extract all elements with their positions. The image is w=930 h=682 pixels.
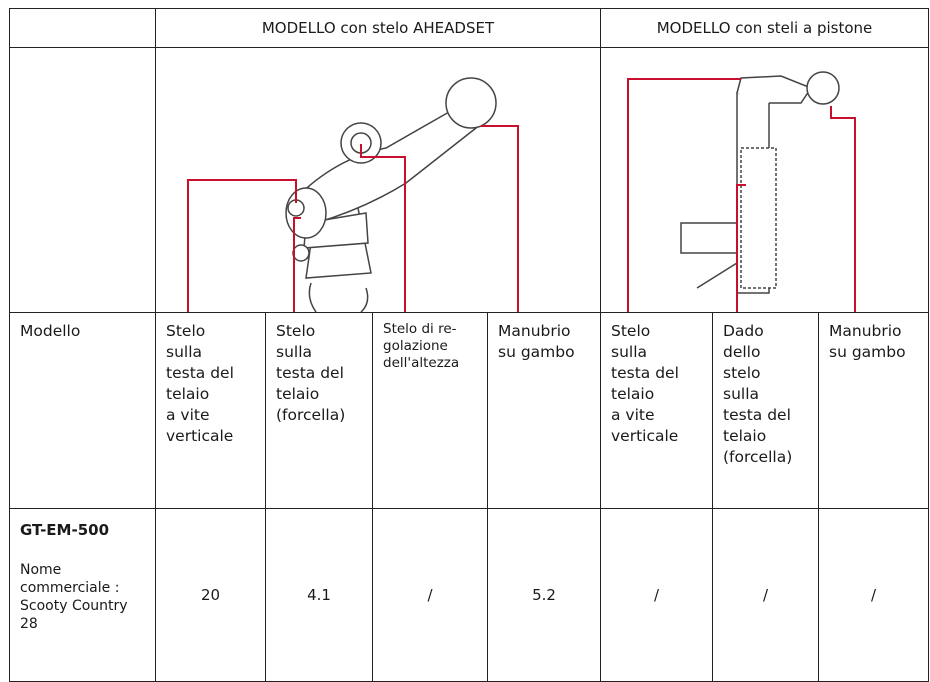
label-line: dell'altezza (383, 355, 460, 371)
label-line: Stelo (611, 322, 651, 340)
model-note-line: Scooty Country (20, 598, 128, 614)
value-cell: / (818, 508, 929, 682)
empty-cell (9, 8, 156, 48)
model-cell: GT-EM-500 Nome commerciale : Scooty Country… (9, 508, 156, 682)
value-cell: / (712, 508, 819, 682)
model-name: GT-EM-500 (20, 521, 110, 539)
label-cell: Dado dello stelo sulla testa del telaio (force… (712, 312, 819, 509)
value-cell: 4.1 (265, 508, 373, 682)
image-cell (600, 47, 929, 313)
label-line: Stelo di re- (383, 321, 457, 337)
label-cell: Modello (9, 312, 156, 509)
label-line: telaio (276, 385, 320, 403)
label-line: a vite (611, 406, 655, 424)
label-line: su gambo (498, 343, 575, 361)
label-line: telaio (611, 385, 655, 403)
label-line: dello (723, 343, 761, 361)
aheadset-stem-drawing (187, 77, 519, 312)
label-line: verticale (166, 427, 234, 445)
value-cell: 5.2 (487, 508, 601, 682)
label-line: testa del (723, 406, 791, 424)
quill-stem-drawing (627, 71, 856, 312)
label-line: sulla (723, 385, 760, 403)
label-line: Manubrio (829, 322, 902, 340)
header-cell: MODELLO con stelo AHEADSET (155, 8, 601, 48)
label-line: Manubrio (498, 322, 571, 340)
label-cell: Stelo sulla testa del telaio (forcella) (265, 312, 373, 509)
model-note-line: Nome (20, 562, 62, 578)
label-cell: Stelo sulla testa del telaio a vite verticale (600, 312, 713, 509)
spec-table: MODELLO con stelo AHEADSET MODELLO con s… (9, 8, 929, 682)
label-line: testa del (611, 364, 679, 382)
label-line: a vite (166, 406, 210, 424)
label-line: Dado (723, 322, 764, 340)
label-line: telaio (723, 427, 767, 445)
value-cell: / (600, 508, 713, 682)
label-line: verticale (611, 427, 679, 445)
label-cell: Stelo di re-golazione dell'altezza (372, 312, 488, 509)
label-line: su gambo (829, 343, 906, 361)
header-cell: MODELLO con steli a pistone (600, 8, 929, 48)
label-line: telaio (166, 385, 210, 403)
label-line: testa del (276, 364, 344, 382)
label-line: sulla (611, 343, 648, 361)
label-line: Stelo (276, 322, 316, 340)
label-line: golazione (383, 338, 448, 354)
page: {"table": { "header": ["MODELLO con stel… (9, 8, 929, 682)
label-line: testa del (166, 364, 234, 382)
label-line: (forcella) (723, 448, 793, 466)
value-cell: 20 (155, 508, 266, 682)
image-cell (155, 47, 601, 313)
model-note-line: 28 (20, 616, 38, 632)
label-line: Stelo (166, 322, 206, 340)
value-cell: / (372, 508, 488, 682)
label-line: (forcella) (276, 406, 346, 424)
model-note-line: commerciale : (20, 580, 120, 596)
empty-cell (9, 47, 156, 313)
label-line: sulla (276, 343, 313, 361)
label-cell: Stelo sulla testa del telaio a vite verticale (155, 312, 266, 509)
label-line: sulla (166, 343, 203, 361)
label-cell: Manubrio su gambo (487, 312, 601, 509)
label-cell: Manubrio su gambo (818, 312, 929, 509)
label-line: Modello (20, 322, 81, 340)
label-line: stelo (723, 364, 761, 382)
